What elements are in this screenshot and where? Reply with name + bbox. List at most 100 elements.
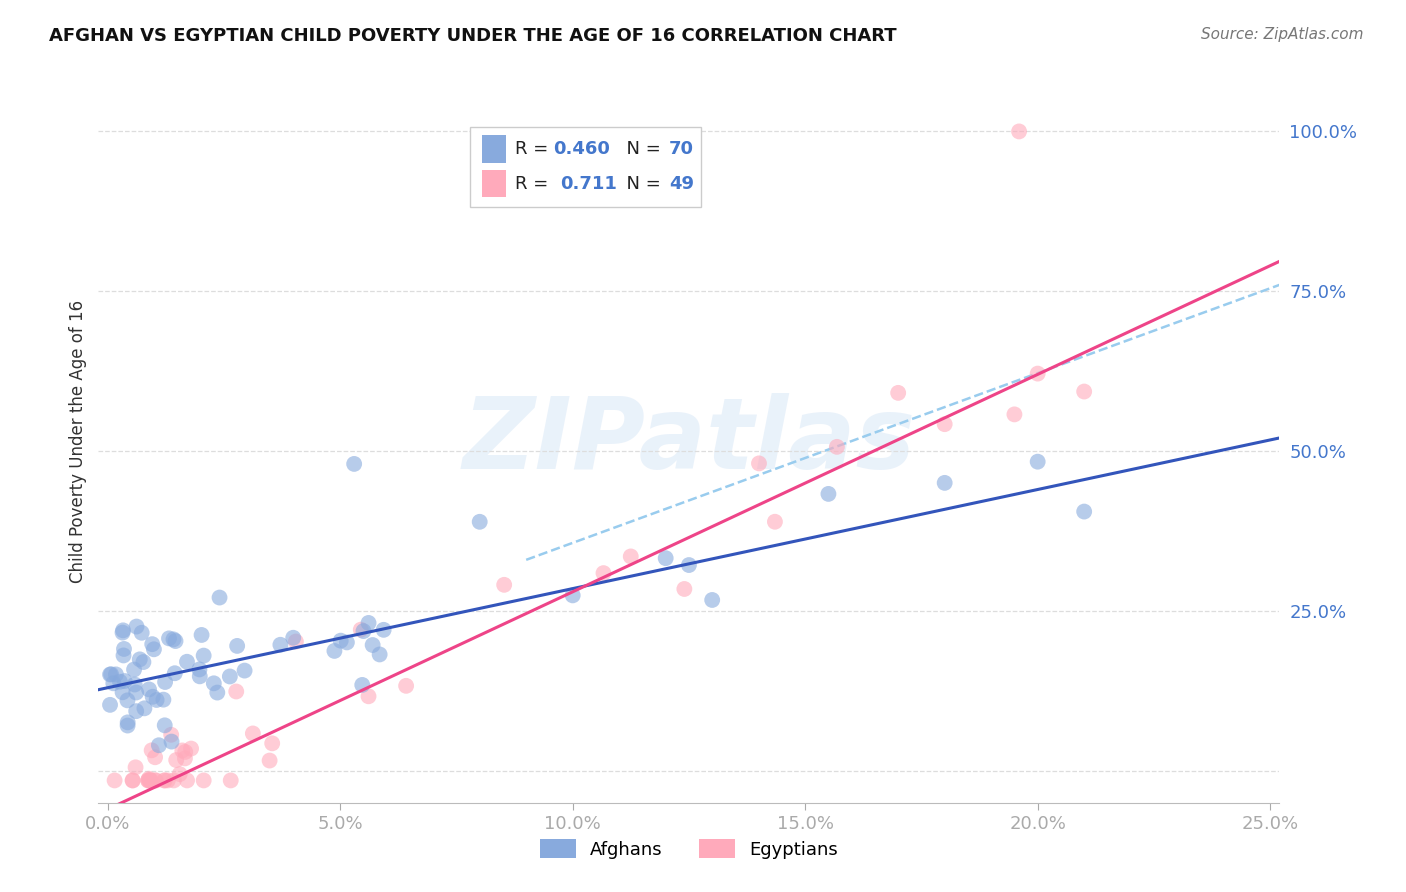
Point <box>336 635 359 649</box>
Text: 49: 49 <box>669 175 695 193</box>
Text: Source: ZipAtlas.com: Source: ZipAtlas.com <box>1201 27 1364 42</box>
Point <box>142 642 165 657</box>
Point <box>138 772 160 786</box>
Point <box>1002 408 1025 422</box>
Point <box>112 624 135 638</box>
Point <box>153 773 176 788</box>
Point <box>122 663 145 677</box>
Text: N =: N = <box>614 175 666 193</box>
Point <box>352 678 374 692</box>
Point <box>887 385 910 400</box>
Point <box>156 773 179 788</box>
Point <box>343 457 366 471</box>
Point <box>218 669 240 683</box>
Text: N =: N = <box>614 140 666 158</box>
Point <box>153 718 176 732</box>
Point <box>143 750 166 764</box>
Text: 70: 70 <box>669 140 695 158</box>
Point <box>494 578 516 592</box>
Point <box>323 644 346 658</box>
Point <box>673 582 696 596</box>
Point <box>190 628 212 642</box>
Point <box>153 675 176 690</box>
Point <box>141 743 163 757</box>
Point <box>125 619 148 633</box>
Point <box>163 773 186 788</box>
Text: 0.711: 0.711 <box>560 175 617 193</box>
Bar <box>482 136 506 162</box>
Point <box>172 743 194 757</box>
Point <box>368 648 391 662</box>
Point <box>283 631 305 645</box>
Point <box>193 648 215 663</box>
Point <box>1026 455 1049 469</box>
Text: 0.460: 0.460 <box>553 140 610 158</box>
Point <box>357 615 380 630</box>
Point <box>138 682 160 697</box>
Point <box>934 475 956 490</box>
FancyBboxPatch shape <box>471 128 700 207</box>
Point <box>193 773 215 788</box>
Point <box>174 745 197 759</box>
Point <box>169 767 191 781</box>
Point <box>163 666 186 681</box>
Point <box>233 664 256 678</box>
Point <box>111 685 134 699</box>
Point <box>561 588 583 602</box>
Point <box>202 676 225 690</box>
Point <box>934 417 956 432</box>
Point <box>350 623 373 637</box>
Point <box>219 773 242 788</box>
Point <box>141 637 163 651</box>
Point <box>162 632 184 647</box>
Point <box>128 652 150 666</box>
Point <box>98 698 121 712</box>
Point <box>160 734 183 748</box>
Point <box>748 456 770 470</box>
Point <box>124 760 146 774</box>
Point <box>114 673 136 688</box>
Point <box>108 674 131 689</box>
Point <box>1008 124 1031 138</box>
Point <box>104 773 127 788</box>
Point <box>208 591 231 605</box>
Point <box>111 625 134 640</box>
Point <box>1026 367 1049 381</box>
Point <box>112 642 135 657</box>
Point <box>825 440 848 454</box>
Text: AFGHAN VS EGYPTIAN CHILD POVERTY UNDER THE AGE OF 16 CORRELATION CHART: AFGHAN VS EGYPTIAN CHILD POVERTY UNDER T… <box>49 27 897 45</box>
Point <box>139 773 162 788</box>
Point <box>226 639 249 653</box>
Point <box>817 487 839 501</box>
Point <box>242 726 264 740</box>
Point <box>269 638 291 652</box>
Legend: Afghans, Egyptians: Afghans, Egyptians <box>533 832 845 866</box>
Point <box>174 751 197 765</box>
Text: R =: R = <box>516 140 554 158</box>
Point <box>145 693 167 707</box>
Point <box>262 736 284 750</box>
Point <box>104 667 127 681</box>
Point <box>176 655 198 669</box>
Point <box>176 773 198 788</box>
Point <box>121 773 143 788</box>
Point <box>157 632 180 646</box>
Point <box>125 704 148 718</box>
Text: R =: R = <box>516 175 560 193</box>
Point <box>468 515 491 529</box>
Point <box>117 715 139 730</box>
Point <box>395 679 418 693</box>
Point <box>98 667 121 681</box>
Point <box>357 690 380 704</box>
Point <box>125 685 148 699</box>
Point <box>225 684 247 698</box>
Point <box>592 566 614 581</box>
Point <box>654 551 676 566</box>
Point <box>103 676 125 690</box>
Point <box>284 634 307 648</box>
Point <box>188 669 211 683</box>
Point <box>353 624 375 638</box>
Point <box>1073 505 1095 519</box>
Point <box>138 773 160 788</box>
Point <box>134 701 156 715</box>
